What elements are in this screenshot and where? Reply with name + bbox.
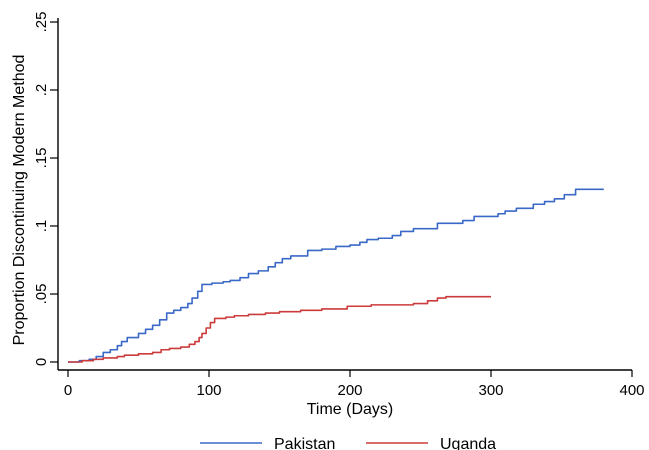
series-line-pakistan — [68, 188, 604, 363]
x-axis-ticks: 0 100 200 300 400 — [64, 370, 645, 399]
legend-label-pakistan: Pakistan — [274, 436, 335, 450]
x-tick-label: 100 — [196, 382, 221, 399]
series-lines — [68, 188, 604, 363]
y-axis-title: Proportion Discontinuing Modern Method — [11, 55, 28, 346]
y-tick-label: 0 — [33, 358, 50, 366]
y-axis-ticks: 0 .05 .1 .15 .2 .25 — [33, 12, 58, 366]
x-axis-title: Time (Days) — [307, 401, 394, 418]
x-tick-label: 400 — [619, 382, 644, 399]
x-tick-label: 300 — [478, 382, 503, 399]
legend-label-uganda: Uganda — [440, 436, 496, 450]
y-tick-label: .1 — [33, 220, 50, 233]
y-tick-label: .05 — [33, 284, 50, 305]
x-tick-label: 0 — [64, 382, 72, 399]
series-line-uganda — [68, 295, 491, 363]
x-tick-label: 200 — [337, 382, 362, 399]
y-tick-label: .25 — [33, 12, 50, 33]
y-tick-label: .2 — [33, 84, 50, 97]
y-tick-label: .15 — [33, 148, 50, 169]
legend: Pakistan Uganda — [200, 436, 496, 450]
